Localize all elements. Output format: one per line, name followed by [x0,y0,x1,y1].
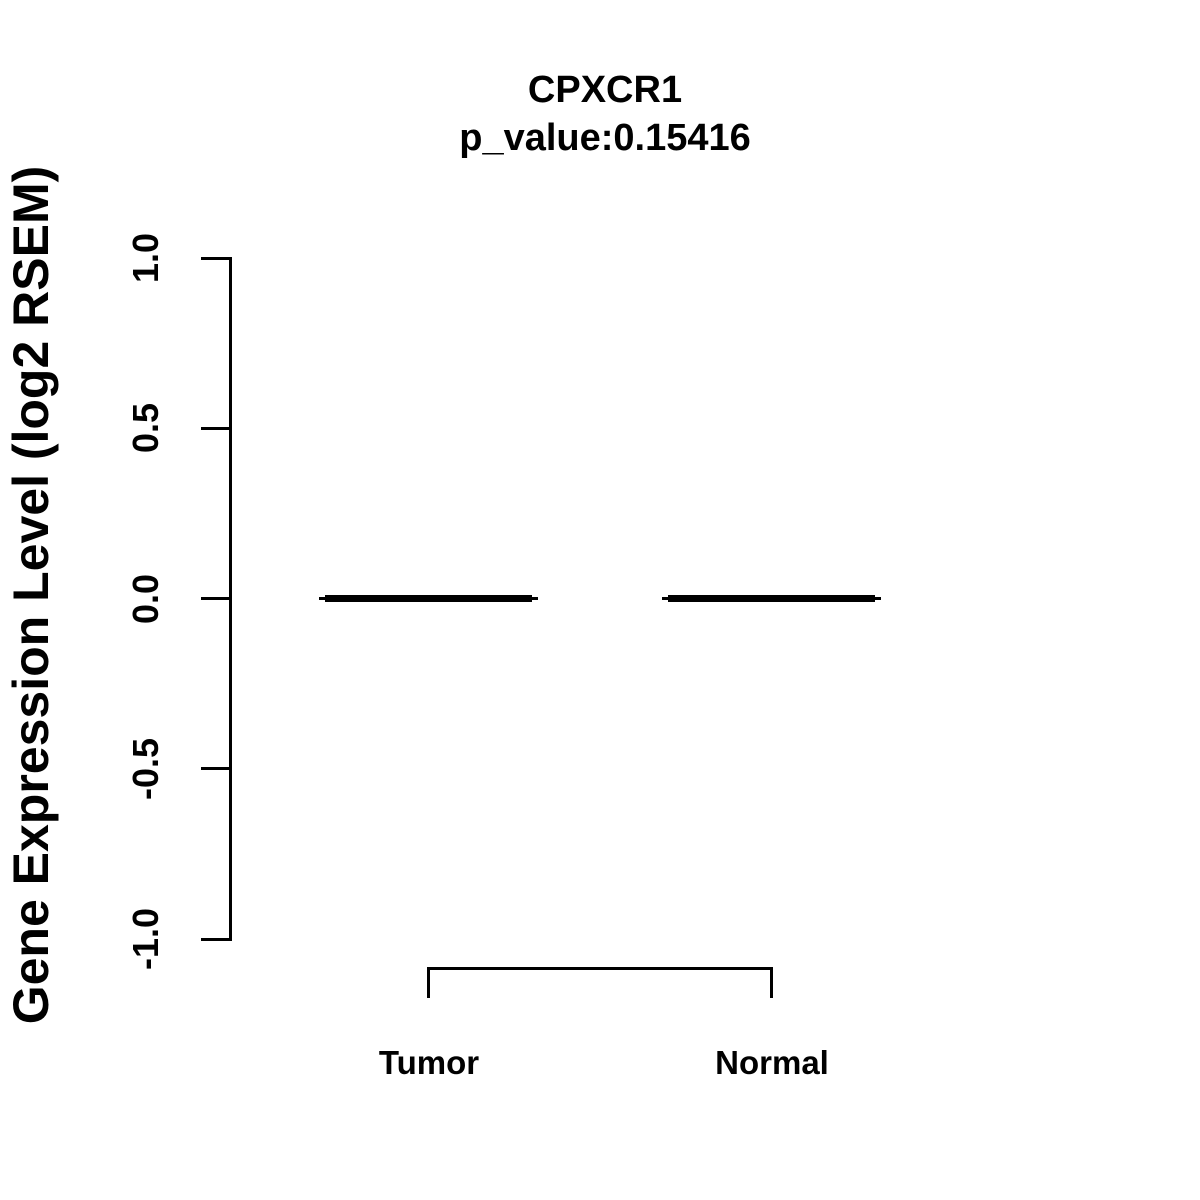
y-axis-title: Gene Expression Level (log2 RSEM) [3,165,59,1025]
boxplot-median-normal [668,595,875,602]
y-tick-label: -0.5 [125,737,166,800]
comparison-bracket [427,967,773,970]
comparison-bracket-left-tick [427,967,430,998]
chart-title: CPXCR1 [527,69,683,111]
comparison-bracket-right-tick [770,967,773,998]
y-tick-mark [201,597,230,600]
chart-title-block: CPXCR1 p_value:0.15416 [459,66,751,162]
y-tick-mark [201,426,230,430]
y-tick-label: 0.5 [125,403,166,454]
x-label-normal: Normal [715,1044,829,1081]
y-tick-mark [201,937,230,941]
y-tick-label: 0.0 [125,573,166,624]
boxplot-median-tumor [325,595,532,602]
y-tick-mark [201,256,230,260]
p-value-subtitle: p_value:0.15416 [459,117,751,159]
y-tick-mark [201,767,230,771]
y-axis-line [229,257,232,941]
y-tick-label: 1.0 [125,232,166,284]
x-label-tumor: Tumor [378,1044,480,1081]
y-tick-label: -1.0 [125,907,166,971]
